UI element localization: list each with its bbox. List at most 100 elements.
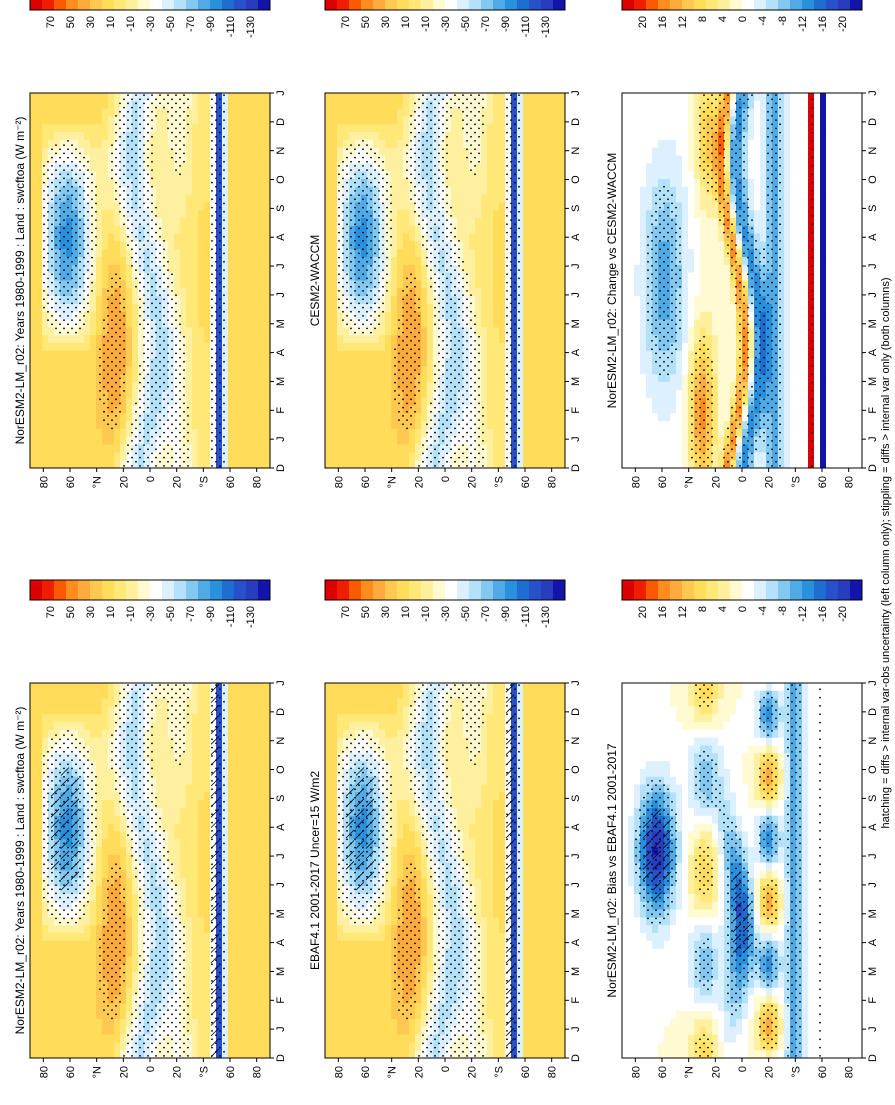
heatmap-cell — [445, 1011, 452, 1020]
heatmap-cell — [186, 729, 193, 739]
heatmap-cell — [379, 917, 386, 926]
heatmap-cell — [246, 1003, 253, 1012]
heatmap-cell — [463, 979, 470, 989]
stipple-dot — [147, 963, 149, 966]
heatmap-cell — [162, 1003, 169, 1012]
heatmap-cell — [48, 995, 55, 1004]
heatmap-cell — [415, 854, 422, 864]
heatmap-cell — [216, 729, 223, 739]
heatmap-cell — [78, 948, 85, 957]
heatmap-cell — [192, 948, 199, 957]
heatmap-cell — [108, 745, 115, 754]
heatmap-cell — [120, 768, 127, 778]
heatmap-cell — [475, 722, 482, 731]
heatmap-cell — [228, 948, 235, 957]
heatmap-cell — [337, 901, 344, 910]
heatmap-cell — [204, 722, 211, 731]
heatmap-cell — [252, 1034, 259, 1043]
stipple-dot — [183, 984, 185, 986]
heatmap-cell — [373, 870, 380, 879]
heatmap-cell — [222, 870, 229, 879]
stipple-dot — [179, 688, 181, 691]
heatmap-cell — [78, 823, 85, 832]
heatmap-cell — [78, 1034, 85, 1043]
heatmap-cell — [433, 948, 440, 957]
heatmap-cell — [126, 1026, 133, 1035]
heatmap-cell — [36, 878, 43, 887]
heatmap-cell — [457, 800, 464, 809]
stipple-dot — [103, 934, 105, 936]
stipple-dot — [123, 755, 125, 757]
heatmap-cell — [427, 987, 434, 996]
heatmap-cell — [457, 972, 464, 981]
heatmap-cell — [228, 690, 235, 700]
heatmap-cell — [379, 909, 386, 918]
colorbar: 70 50 30 10 -10 -30 -50 -70 -90 -110 -130 — [29, 579, 271, 628]
hatch-line — [60, 788, 70, 797]
heatmap-cell — [36, 972, 43, 981]
heatmap-cell — [228, 917, 235, 926]
heatmap-cell — [168, 690, 175, 700]
stipple-dot — [183, 1017, 185, 1020]
heatmap-cell — [36, 768, 43, 778]
stipple-dot — [151, 1050, 153, 1053]
stipple-dot — [127, 692, 129, 695]
heatmap-cell — [186, 800, 193, 809]
heatmap-cell — [198, 948, 205, 957]
stipple-dot — [167, 884, 169, 886]
heatmap-cell — [517, 1050, 524, 1059]
heatmap-cell — [102, 784, 109, 793]
heatmap-cell — [541, 690, 548, 700]
heatmap-cell — [96, 729, 103, 739]
heatmap-cell — [427, 862, 434, 871]
heatmap-cell — [48, 878, 55, 887]
stipple-dot — [171, 1038, 173, 1041]
heatmap-cell — [84, 714, 91, 723]
stipple-dot — [183, 934, 185, 936]
heatmap-cell — [150, 909, 157, 918]
heatmap-cell — [487, 847, 494, 856]
stipple-dot — [95, 834, 97, 836]
heatmap-cell — [246, 854, 253, 864]
heatmap-cell — [36, 792, 43, 801]
heatmap-cell — [433, 972, 440, 981]
heatmap-cell — [42, 1042, 49, 1051]
heatmap-cell — [174, 964, 181, 973]
heatmap-cell — [343, 886, 350, 895]
stipple-dot — [91, 838, 93, 841]
heatmap-cell — [120, 1018, 127, 1028]
heatmap-cell — [337, 925, 344, 934]
heatmap-cell — [132, 683, 139, 692]
heatmap-cell — [252, 1011, 259, 1020]
heatmap-cell — [481, 909, 488, 918]
heatmap-cell — [397, 729, 404, 739]
heatmap-cell — [264, 768, 271, 778]
heatmap-cell — [108, 1050, 115, 1059]
heatmap-cell — [373, 995, 380, 1004]
heatmap-cell — [174, 987, 181, 996]
stipple-dot — [135, 1000, 137, 1003]
heatmap-cell — [535, 729, 542, 739]
stipple-dot — [91, 846, 93, 849]
stipple-dot — [163, 896, 165, 899]
heatmap-cell — [427, 956, 434, 965]
heatmap-cell — [337, 768, 344, 778]
heatmap-cell — [451, 901, 458, 910]
stipple-dot — [47, 859, 49, 861]
heatmap-cell — [349, 925, 356, 934]
heatmap-cell — [48, 987, 55, 996]
hatch-line — [50, 861, 60, 870]
stipple-dot — [147, 1055, 149, 1057]
heatmap-cell — [174, 940, 181, 950]
hatch-line — [70, 819, 80, 828]
heatmap-cell — [529, 792, 536, 801]
heatmap-cell — [487, 792, 494, 801]
heatmap-cell — [325, 886, 332, 895]
stipple-dot — [139, 880, 141, 882]
heatmap-cell — [499, 878, 506, 887]
heatmap-cell — [445, 753, 452, 762]
heatmap-cell — [403, 870, 410, 879]
heatmap-cell — [60, 925, 67, 934]
stipple-dot — [139, 788, 141, 791]
heatmap-cell — [331, 948, 338, 957]
